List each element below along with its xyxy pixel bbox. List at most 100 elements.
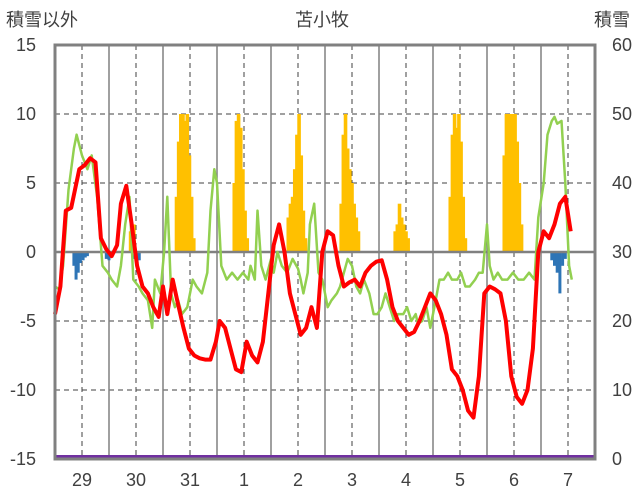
snow-bar xyxy=(511,114,515,252)
snow-bar xyxy=(292,169,297,252)
snow-bar xyxy=(452,114,457,252)
snow-bar xyxy=(234,120,239,253)
chart-title: 苫小牧 xyxy=(295,10,349,31)
snow-bar xyxy=(517,183,522,252)
right-tick-label: 10 xyxy=(612,380,632,400)
snow-bar xyxy=(350,183,354,252)
negative-bar xyxy=(561,252,565,266)
negative-bar xyxy=(85,252,89,257)
snow-bar xyxy=(179,114,183,252)
negative-bar xyxy=(563,252,567,259)
negative-bar xyxy=(137,252,141,261)
x-tick-label: 1 xyxy=(239,470,249,490)
snow-bar xyxy=(513,114,517,252)
negative-bar xyxy=(72,252,76,266)
snow-bar xyxy=(243,210,247,252)
snow-bars xyxy=(128,114,524,253)
snow-bar xyxy=(345,148,350,252)
right-tick-label: 50 xyxy=(612,104,632,124)
x-tick-labels: 29 30 31 1 2 3 4 5 6 7 xyxy=(72,470,573,490)
left-tick-label: 0 xyxy=(26,242,36,262)
negative-bar xyxy=(104,252,108,259)
snow-bar xyxy=(463,238,468,252)
snow-bar xyxy=(295,134,299,252)
right-tick-label: 30 xyxy=(612,242,632,262)
snow-bar xyxy=(189,196,194,252)
snow-bar xyxy=(506,114,511,252)
snow-bar xyxy=(238,127,243,252)
snow-bar xyxy=(341,134,346,252)
x-tick-label: 30 xyxy=(126,470,146,490)
negative-bar xyxy=(553,252,556,266)
snow-bar xyxy=(461,196,466,252)
right-tick-label: 20 xyxy=(612,311,632,331)
negative-bar xyxy=(78,252,82,264)
snow-bar xyxy=(457,114,461,252)
x-tick-label: 31 xyxy=(180,470,200,490)
snow-bar xyxy=(354,217,359,252)
snow-bar xyxy=(303,238,308,252)
snow-bar xyxy=(515,141,520,252)
negative-bar xyxy=(555,252,559,273)
snow-bar xyxy=(297,114,301,252)
snow-bar xyxy=(399,217,404,252)
snow-bar xyxy=(191,238,196,252)
snow-bar xyxy=(406,238,410,252)
left-tick-label: 5 xyxy=(26,173,36,193)
snow-bar xyxy=(241,169,245,252)
snow-bar xyxy=(395,224,400,252)
snow-bar xyxy=(404,231,408,252)
snow-bar xyxy=(185,114,190,252)
snow-bar xyxy=(508,114,513,252)
negative-bar xyxy=(81,252,85,261)
snow-bar xyxy=(290,196,295,252)
right-axis-label: 積雪 xyxy=(594,10,630,31)
negative-bar xyxy=(83,252,87,258)
x-tick-label: 4 xyxy=(401,470,411,490)
negative-bar xyxy=(550,252,554,261)
x-tick-label: 7 xyxy=(563,470,573,490)
snow-bar xyxy=(181,114,185,252)
left-tick-label: -10 xyxy=(10,380,36,400)
left-tick-label: 10 xyxy=(16,104,36,124)
snow-bar xyxy=(397,203,402,252)
snow-bar xyxy=(183,120,187,253)
right-tick-labels: 60 50 40 30 20 10 0 xyxy=(612,35,632,469)
snow-bar xyxy=(448,196,453,252)
snow-bar xyxy=(502,155,507,252)
series-line-red xyxy=(53,156,573,420)
right-tick-label: 40 xyxy=(612,173,632,193)
x-tick-label: 29 xyxy=(72,470,92,490)
snow-bar xyxy=(301,210,306,252)
snow-bar xyxy=(519,224,524,252)
snow-bar xyxy=(393,231,397,252)
x-tick-label: 5 xyxy=(455,470,465,490)
left-tick-label: 15 xyxy=(16,35,36,55)
series-line-green xyxy=(54,115,574,330)
snow-bar xyxy=(288,203,293,252)
snow-bar xyxy=(459,141,463,252)
snow-bar xyxy=(339,203,343,252)
x-tick-label: 2 xyxy=(293,470,303,490)
snow-bar xyxy=(174,196,179,252)
left-tick-label: -15 xyxy=(10,449,36,469)
snow-bar xyxy=(236,114,241,252)
snow-bar xyxy=(402,224,406,252)
negative-bar xyxy=(558,252,562,294)
right-tick-label: 60 xyxy=(612,35,632,55)
snow-bar xyxy=(352,203,356,252)
left-axis-label: 積雪以外 xyxy=(6,10,78,31)
snow-bar xyxy=(299,155,304,252)
plot-frame xyxy=(53,43,597,461)
left-tick-labels: 15 10 5 0 -5 -10 -15 xyxy=(10,35,36,469)
snow-bar xyxy=(187,155,192,252)
left-tick-label: -5 xyxy=(20,311,36,331)
snow-bar xyxy=(504,114,509,252)
snow-bar xyxy=(245,238,250,252)
negative-bar xyxy=(74,252,78,280)
snow-bar xyxy=(348,169,352,252)
right-tick-label: 0 xyxy=(612,449,622,469)
snow-bar xyxy=(356,231,361,252)
x-tick-label: 3 xyxy=(347,470,357,490)
snow-bar xyxy=(343,114,348,252)
